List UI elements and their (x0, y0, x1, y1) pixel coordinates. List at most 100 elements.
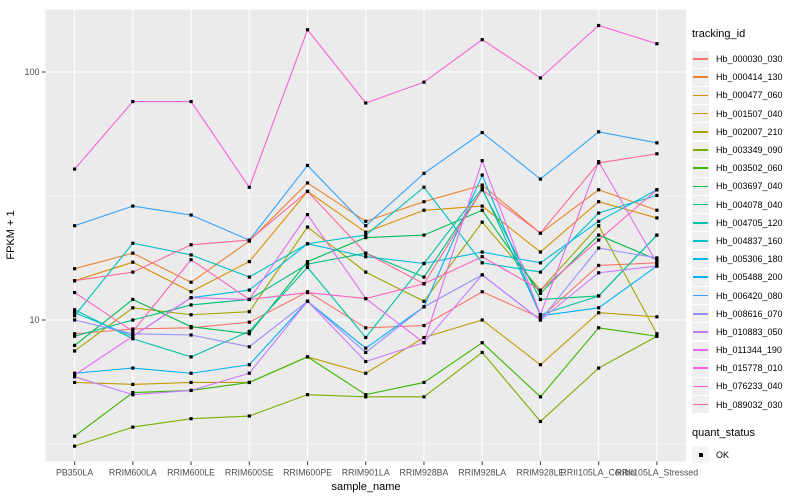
data-point (538, 313, 543, 317)
data-point (73, 311, 77, 315)
legend-item: Hb_015778_010 (692, 359, 798, 377)
plot-layer: 100 10 PB350LA RRIM600LA RRIM600LE RRIM600SE R… (24, 9, 699, 478)
data-point (73, 343, 77, 347)
data-point (597, 233, 601, 237)
data-point (422, 299, 426, 303)
legend-key (692, 232, 709, 250)
data-point (305, 393, 310, 397)
legend-key-line-icon (693, 58, 708, 60)
data-point (305, 28, 310, 32)
data-point (73, 318, 77, 322)
data-point (597, 224, 601, 228)
data-point (480, 341, 484, 345)
legend: tracking_id Hb_000030_030 Hb_000414_130 Hb… (692, 28, 798, 464)
legend-key (692, 196, 709, 214)
data-point (364, 350, 368, 355)
legend-key (692, 268, 709, 286)
legend-key-line-icon (693, 403, 708, 406)
x-tick-label: RRIM600LA (109, 468, 157, 478)
data-point (131, 270, 135, 274)
data-point (422, 341, 426, 345)
data-point (247, 329, 251, 333)
data-point (247, 345, 251, 349)
data-point (480, 173, 484, 177)
data-point (189, 258, 193, 262)
legend-item: Hb_000030_030 (692, 50, 798, 68)
y-tick-label: 100 (24, 67, 39, 77)
legend-item-label: Hb_004837_160 (716, 235, 783, 246)
legend-key-line-icon (693, 331, 708, 333)
data-point (247, 288, 251, 292)
legend-item-label: Hb_003349_090 (716, 145, 783, 156)
data-point (655, 258, 659, 262)
data-point (597, 246, 601, 250)
x-tick-label: RRII105LA_Stressed (616, 468, 699, 478)
data-point (189, 296, 193, 300)
data-point (189, 99, 193, 104)
legend-key (692, 250, 709, 268)
data-point (655, 264, 659, 268)
legend-title-quant-status: quant_status (692, 426, 755, 439)
data-point (305, 262, 310, 266)
data-point (305, 299, 310, 303)
data-point (73, 314, 77, 318)
legend-key (692, 123, 709, 141)
data-point (422, 171, 426, 176)
data-point (655, 233, 659, 237)
data-point (480, 318, 484, 322)
data-point (73, 308, 77, 312)
legend-item-label: Hb_004705_120 (716, 217, 783, 228)
data-point (73, 279, 77, 283)
data-point (364, 359, 368, 364)
data-point (655, 42, 659, 46)
legend-key (692, 377, 709, 395)
data-point (422, 305, 426, 309)
data-point (73, 334, 77, 338)
legend-item: Hb_000414_130 (692, 68, 798, 86)
legend-key (692, 396, 709, 414)
legend-key-line-icon (693, 349, 708, 351)
data-point (597, 23, 601, 28)
data-point (655, 152, 659, 156)
x-tick-label: PB350LA (56, 468, 93, 478)
legend-key (692, 105, 709, 123)
data-point (73, 444, 77, 448)
data-point (597, 326, 601, 330)
data-point (131, 382, 135, 386)
data-point (189, 280, 193, 284)
data-point (305, 213, 310, 217)
legend-key (692, 50, 709, 68)
data-point (364, 335, 368, 340)
data-point (538, 316, 543, 320)
data-point (131, 241, 135, 245)
legend-item: Hb_003697_040 (692, 177, 798, 195)
data-point (305, 355, 310, 359)
legend-item-label: Hb_003697_040 (716, 181, 783, 192)
legend-key-line-icon (693, 76, 708, 79)
data-point (538, 177, 543, 181)
data-point (538, 419, 543, 424)
data-point (189, 380, 193, 385)
x-tick-label: RRIM928BA (400, 468, 449, 478)
data-point (364, 371, 368, 375)
legend-key-line-icon (693, 312, 708, 315)
legend-item: Hb_004837_160 (692, 232, 798, 250)
data-point (538, 270, 543, 274)
data-point (538, 261, 543, 265)
x-tick-label: RRIM928LA (458, 468, 506, 478)
legend-title-tracking-id: tracking_id (692, 28, 746, 40)
data-point (597, 211, 601, 215)
legend-key (692, 305, 709, 323)
data-point (189, 355, 193, 359)
data-point (305, 242, 310, 246)
data-point (655, 208, 659, 212)
data-point (131, 366, 135, 370)
data-point (538, 363, 543, 367)
data-point (131, 332, 135, 336)
legend-item-label: Hb_000477_060 (716, 90, 783, 101)
legend-key-line-icon (693, 94, 708, 97)
data-point (131, 297, 135, 302)
data-point (247, 380, 251, 385)
